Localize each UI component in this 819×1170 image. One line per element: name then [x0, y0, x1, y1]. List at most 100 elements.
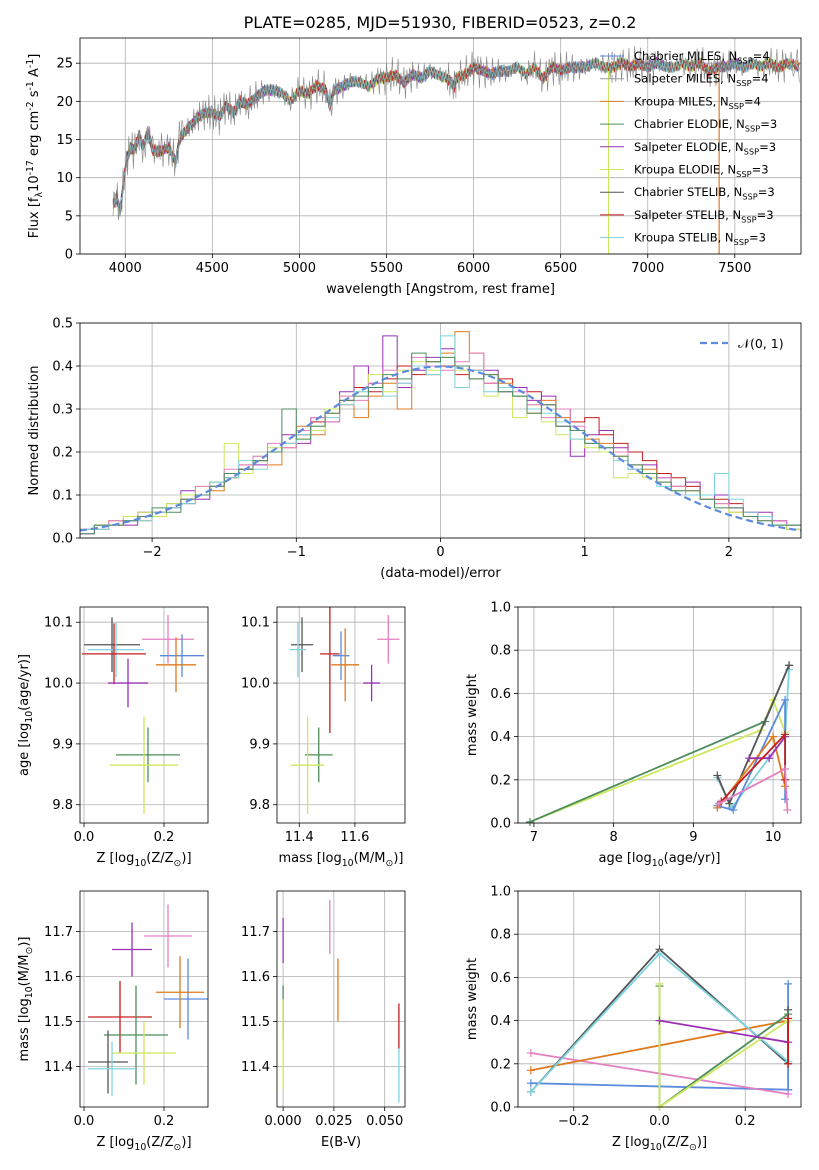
mass-vs-EBV-ytick-label: 11.5 [241, 1015, 270, 1030]
spectrum-series-line [112, 46, 800, 221]
weight-vs-Z-xtick-label: 0.0 [649, 1114, 670, 1129]
age-vs-Z-frame [79, 606, 209, 824]
weight-vs-Z-ytick-label: 0.2 [490, 1057, 511, 1072]
spectrum-ytick-label: 20 [56, 95, 73, 110]
legend-label: Salpeter ELODIE, NSSP=3 [634, 140, 776, 156]
weight-vs-Z-ytick-label: 0.8 [490, 928, 511, 943]
weight-vs-Z-series [526, 945, 793, 1111]
age-vs-Z-xtick-label: 0.0 [74, 830, 95, 845]
residual-histogram-axes: −2 −1 0 1 2 0.0 0.1 0.2 0.3 0.4 0.5 (data-model)/er… [27, 317, 801, 581]
mass-vs-Z-xtick-label: 0.0 [74, 1114, 95, 1129]
residual-histogram-xtick-label: 1 [581, 545, 589, 560]
spectrum-ytick-label: 25 [56, 57, 73, 72]
residual-histogram-ytick-label: 0.1 [52, 489, 73, 504]
legend-label: Salpeter STELIB, NSSP=3 [634, 208, 774, 224]
mass-vs-Z-ytick-label: 11.7 [44, 925, 73, 940]
weight-line [529, 664, 790, 823]
residual-histogram-ytick-label: 0.0 [52, 532, 73, 547]
residual-histogram-xlabel: (data-model)/error [380, 566, 501, 581]
residual-histogram-ylabel: Normed distribution [27, 366, 42, 496]
legend-label: Chabrier ELODIE, NSSP=3 [634, 117, 777, 133]
residual-histogram-ytick-label: 0.5 [52, 317, 73, 332]
legend-label: Salpeter MILES, NSSP=4 [634, 72, 769, 88]
spectrum-xtick-label: 4500 [196, 261, 229, 276]
weight-vs-Z-xtick-label: −0.2 [558, 1114, 590, 1129]
residual-histogram-xtick-label: −1 [287, 545, 306, 560]
weight-vs-age-frame [517, 606, 802, 824]
weight-vs-age-xtick-label: 9 [689, 830, 697, 845]
residual-histogram-ytick-label: 0.4 [52, 360, 73, 375]
weight-vs-age-ytick-label: 0.4 [490, 730, 511, 745]
mass-vs-Z-axes: 0.0 0.2 11.4 11.5 11.6 11.7 Z [log10(Z/Z⊙)] mas… [17, 891, 208, 1153]
spectrum-legend: Chabrier MILES, NSSP=4 Salpeter MILES, NS… [600, 49, 777, 247]
mass-vs-Z-xtick-label: 0.2 [154, 1114, 175, 1129]
spectrum-xlabel: wavelength [Angstrom, rest frame] [326, 282, 555, 297]
mass-vs-Z-ytick-label: 11.4 [44, 1060, 73, 1075]
mass-vs-EBV-ytick-label: 11.7 [241, 925, 270, 940]
weight-vs-age-xtick-label: 7 [530, 830, 538, 845]
age-vs-mass-points [289, 607, 400, 814]
mass-vs-EBV-frame [276, 890, 406, 1108]
spectrum-xtick-label: 7500 [718, 261, 751, 276]
spectrum-series-line [112, 57, 800, 217]
weight-vs-age-xlabel: age [log10(age/yr)] [599, 851, 721, 869]
age-vs-Z-ylabel: age [log10(age/yr)] [17, 654, 35, 776]
mass-vs-Z-frame [79, 890, 209, 1108]
age-vs-Z-points [82, 614, 204, 814]
weight-vs-Z-ytick-label: 0.6 [490, 971, 511, 986]
age-vs-mass-frame [276, 606, 406, 824]
mass-vs-EBV-axes: 0.000 0.025 0.050 11.4 11.5 11.6 11.7 E(B-V) [241, 891, 405, 1150]
weight-vs-age-grid [518, 606, 801, 824]
weight-vs-age-ytick-label: 0.8 [490, 644, 511, 659]
legend-label: Kroupa ELODIE, NSSP=3 [634, 163, 769, 179]
mass-vs-EBV-xtick-label: 0.000 [264, 1114, 301, 1129]
weight-vs-Z-xlabel: Z [log10(Z/Z⊙)] [612, 1135, 707, 1153]
weight-line [716, 664, 790, 806]
gaussian-curve [80, 365, 801, 532]
age-vs-mass-ytick-label: 9.9 [249, 737, 270, 752]
age-vs-mass-xlabel: mass [log10(M/M⊙)] [279, 851, 404, 869]
age-vs-mass-axes: 11.4 11.6 9.8 9.9 10.0 10.1 mass [log10(M/M⊙)] [241, 607, 405, 869]
residual-histogram-ytick-label: 0.2 [52, 446, 73, 461]
legend-label: Kroupa MILES, NSSP=4 [634, 94, 761, 110]
residual-histogram-frame [79, 322, 802, 539]
mass-vs-EBV-points [282, 900, 400, 1103]
mass-vs-Z-ytick-label: 11.5 [44, 1015, 73, 1030]
legend-label: Chabrier STELIB, NSSP=3 [634, 185, 775, 201]
mass-vs-EBV-ytick-label: 11.4 [241, 1060, 270, 1075]
mass-vs-EBV-grid [277, 891, 405, 1107]
weight-vs-Z-frame [517, 890, 802, 1108]
age-vs-mass-xtick-label: 11.4 [285, 830, 314, 845]
spectrum-xtick-label: 7000 [631, 261, 664, 276]
weight-line [659, 1019, 789, 1044]
spectrum-xtick-label: 6000 [457, 261, 490, 276]
age-vs-Z-ytick-label: 9.9 [52, 737, 73, 752]
weight-vs-age-xtick-label: 10 [765, 830, 782, 845]
weight-vs-age-ylabel: mass weight [465, 674, 480, 756]
age-vs-mass-grid [277, 607, 405, 823]
mass-vs-EBV-xlabel: E(B-V) [321, 1135, 361, 1150]
weight-line [720, 732, 786, 803]
mass-vs-Z-ylabel: mass [log10(M/M⊙)] [17, 937, 35, 1062]
age-vs-mass-ytick-label: 10.1 [241, 616, 270, 631]
mass-vs-Z-xlabel: Z [log10(Z/Z⊙)] [96, 1135, 191, 1153]
age-vs-mass-ytick-label: 10.0 [241, 677, 270, 692]
weight-vs-age-ytick-label: 1.0 [490, 601, 511, 616]
age-vs-Z-ytick-label: 10.0 [44, 677, 73, 692]
spectrum-ytick-label: 15 [56, 133, 73, 148]
spectrum-ylabel: Flux [fλ10-17 erg cm-2 s-1 A-1] [25, 54, 45, 239]
histogram-series [80, 352, 801, 538]
weight-vs-Z-xtick-label: 0.2 [735, 1114, 756, 1129]
spectrum-lines [112, 46, 800, 254]
mass-vs-EBV-ytick-label: 11.6 [241, 970, 270, 985]
spectrum-ytick-label: 5 [65, 209, 73, 224]
spectrum-ytick-label: 10 [56, 171, 73, 186]
weight-vs-Z-axes: −0.2 0.0 0.2 0.0 0.2 0.4 0.6 0.8 1.0 Z [log10(Z/Z… [465, 885, 801, 1153]
residual-histogram-xtick-label: −2 [143, 545, 162, 560]
spectrum-xtick-label: 5000 [283, 261, 316, 276]
weight-vs-age-series [525, 661, 794, 826]
legend-label: Chabrier MILES, NSSP=4 [634, 49, 770, 65]
figure-title: PLATE=0285, MJD=51930, FIBERID=0523, z=0… [244, 13, 637, 32]
residual-histogram-ytick-label: 0.3 [52, 403, 73, 418]
